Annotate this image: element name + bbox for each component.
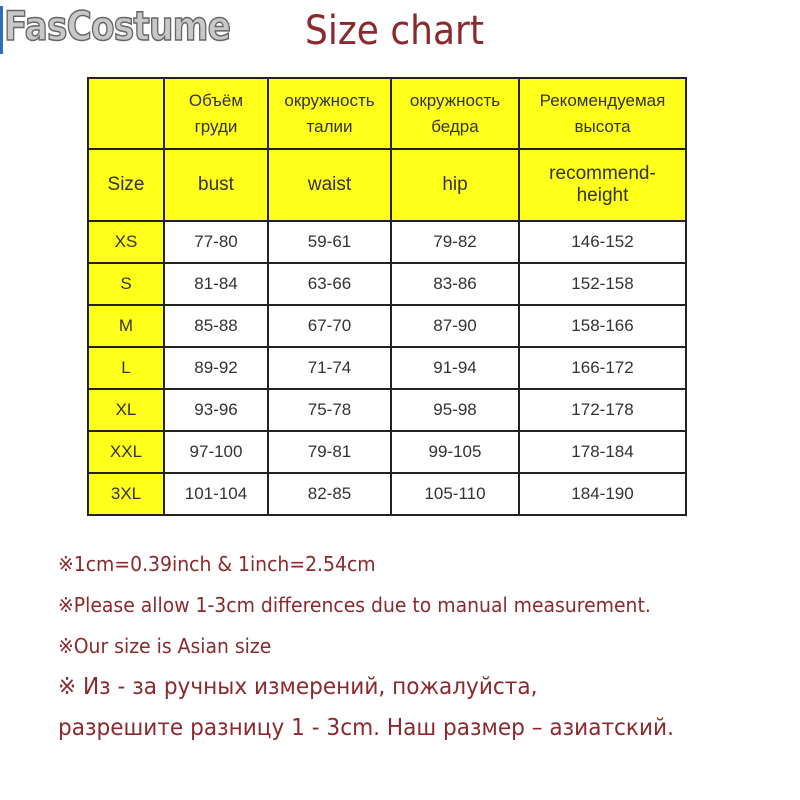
table-cell: окружность бедра bbox=[390, 77, 520, 150]
table-row: L 89-92 71-74 91-94 166-172 bbox=[87, 346, 687, 390]
table-cell: Объём груди bbox=[163, 77, 269, 150]
table-row: 3XL 101-104 82-85 105-110 184-190 bbox=[87, 472, 687, 516]
table-cell: 67-70 bbox=[267, 304, 392, 348]
table-cell: XL bbox=[87, 388, 165, 432]
note-tolerance: ※Please allow 1-3cm differences due to m… bbox=[58, 593, 651, 617]
table-row: S 81-84 63-66 83-86 152-158 bbox=[87, 262, 687, 306]
table-cell: 79-82 bbox=[390, 220, 520, 264]
table-cell: 81-84 bbox=[163, 262, 269, 306]
table-cell: hip bbox=[390, 148, 520, 222]
table-cell bbox=[87, 77, 165, 150]
brand-logo: FasCostume bbox=[3, 3, 231, 51]
table-cell: 97-100 bbox=[163, 430, 269, 474]
table-cell: recommend-height bbox=[518, 148, 687, 222]
table-cell: 63-66 bbox=[267, 262, 392, 306]
logo-accent-bar bbox=[0, 6, 3, 54]
table-cell: S bbox=[87, 262, 165, 306]
table-cell: 82-85 bbox=[267, 472, 392, 516]
table-cell: 166-172 bbox=[518, 346, 687, 390]
table-cell: 99-105 bbox=[390, 430, 520, 474]
table-cell: 158-166 bbox=[518, 304, 687, 348]
size-table: Объём груди окружность талии окружность бедра… bbox=[87, 77, 687, 516]
page-title: Size chart bbox=[305, 8, 484, 54]
table-cell: 87-90 bbox=[390, 304, 520, 348]
note-ru-1: ※ Из - за ручных измерений, пожалуйста, bbox=[58, 674, 538, 700]
table-cell: 3XL bbox=[87, 472, 165, 516]
table-cell: окружность талии bbox=[267, 77, 392, 150]
table-cell: 59-61 bbox=[267, 220, 392, 264]
table-cell: 91-94 bbox=[390, 346, 520, 390]
table-cell: 95-98 bbox=[390, 388, 520, 432]
table-cell: 77-80 bbox=[163, 220, 269, 264]
notes: ※1cm=0.39inch & 1inch=2.54cm ※Please all… bbox=[58, 548, 713, 753]
table-cell: M bbox=[87, 304, 165, 348]
table-cell: 79-81 bbox=[267, 430, 392, 474]
table-cell: XS bbox=[87, 220, 165, 264]
table-cell: 75-78 bbox=[267, 388, 392, 432]
note-conversion: ※1cm=0.39inch & 1inch=2.54cm bbox=[58, 552, 376, 576]
table-cell: XXL bbox=[87, 430, 165, 474]
note-ru-2: разрешите разницу 1 - 3cm. Наш размер – … bbox=[58, 715, 674, 741]
note-asian-size: ※Our size is Asian size bbox=[58, 634, 272, 658]
table-cell: waist bbox=[267, 148, 392, 222]
table-row: Size bust waist hip recommend-height bbox=[87, 148, 687, 222]
table-cell: L bbox=[87, 346, 165, 390]
table-cell: 85-88 bbox=[163, 304, 269, 348]
table-cell: bust bbox=[163, 148, 269, 222]
table-cell: 184-190 bbox=[518, 472, 687, 516]
table-cell: 105-110 bbox=[390, 472, 520, 516]
table-cell: 101-104 bbox=[163, 472, 269, 516]
table-row: XXL 97-100 79-81 99-105 178-184 bbox=[87, 430, 687, 474]
table-cell: 146-152 bbox=[518, 220, 687, 264]
table-cell: 89-92 bbox=[163, 346, 269, 390]
table-row: Объём груди окружность талии окружность бедра… bbox=[87, 77, 687, 150]
table-cell: Size bbox=[87, 148, 165, 222]
table-row: M 85-88 67-70 87-90 158-166 bbox=[87, 304, 687, 348]
table-cell: 83-86 bbox=[390, 262, 520, 306]
table-row: XS 77-80 59-61 79-82 146-152 bbox=[87, 220, 687, 264]
table-cell: 172-178 bbox=[518, 388, 687, 432]
table-cell: 178-184 bbox=[518, 430, 687, 474]
table-row: XL 93-96 75-78 95-98 172-178 bbox=[87, 388, 687, 432]
table-cell: 93-96 bbox=[163, 388, 269, 432]
table-cell: 71-74 bbox=[267, 346, 392, 390]
table-cell: Рекомендуемая высота bbox=[518, 77, 687, 150]
table-cell: 152-158 bbox=[518, 262, 687, 306]
